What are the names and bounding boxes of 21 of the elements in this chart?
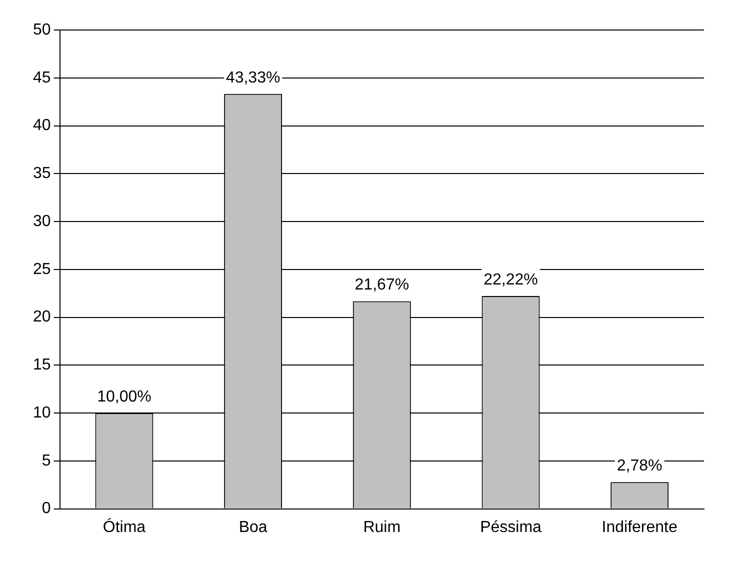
data-label: 2,78% — [616, 458, 662, 475]
x-tick-label: Ruim — [363, 518, 401, 536]
y-tick-label: 15 — [33, 356, 51, 374]
y-tick-label: 40 — [33, 117, 51, 134]
y-tick-label: 20 — [33, 308, 51, 326]
data-label: 22,22% — [484, 271, 538, 288]
data-label: 43,33% — [226, 69, 280, 86]
x-tick-label: Ótima — [102, 518, 146, 536]
y-tick-label: 10 — [33, 404, 51, 422]
y-tick-label: 5 — [42, 452, 51, 470]
x-tick-label: Indiferente — [602, 518, 678, 536]
data-label: 10,00% — [97, 388, 152, 406]
x-tick-label: Boa — [238, 518, 268, 536]
x-tick-label: Péssima — [480, 518, 542, 536]
y-tick-label: 50 — [33, 21, 51, 38]
y-tick-label: 35 — [33, 165, 51, 182]
y-tick-label: 45 — [33, 69, 51, 86]
y-tick-label: 30 — [33, 212, 51, 230]
y-tick-label: 25 — [33, 260, 51, 278]
data-label: 21,67% — [354, 276, 410, 294]
y-tick-label: 0 — [42, 500, 51, 518]
